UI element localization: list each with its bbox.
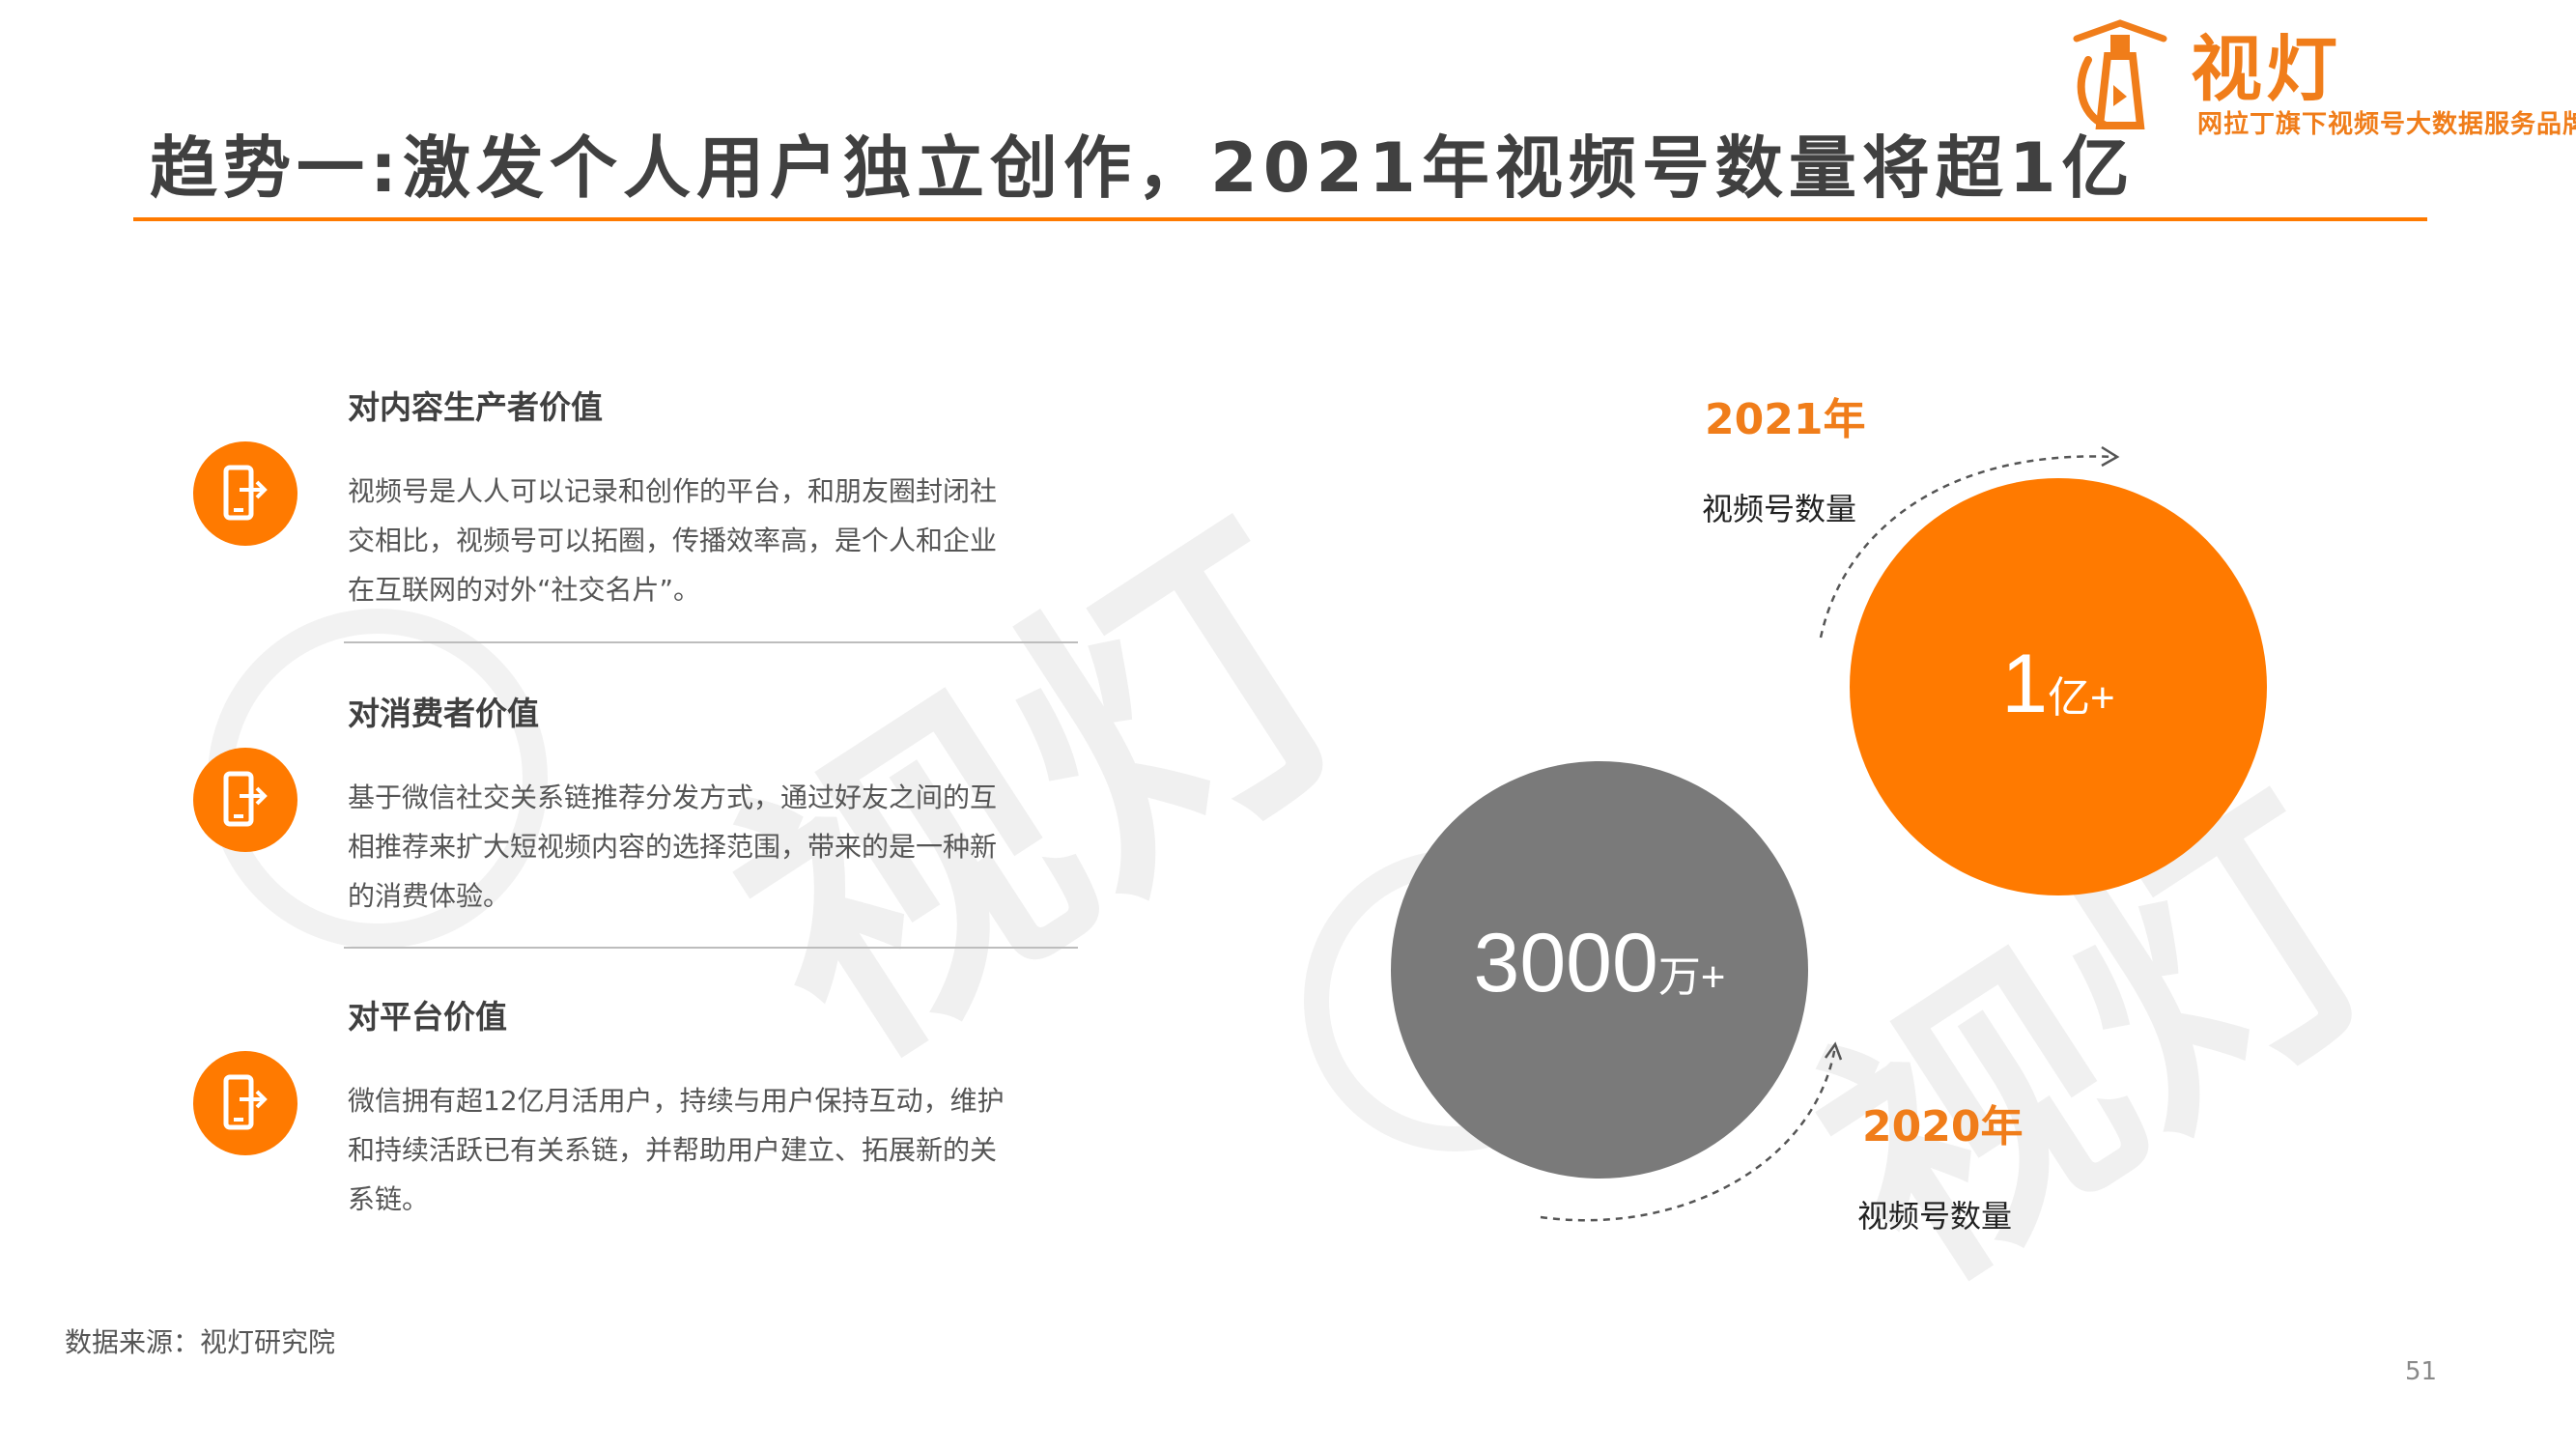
mobile-share-icon xyxy=(193,441,297,546)
data-source: 数据来源：视灯研究院 xyxy=(65,1326,336,1358)
section-heading: 对平台价值 xyxy=(348,998,507,1036)
metric-2021-label: 视频号数量 xyxy=(1702,491,1857,527)
title-divider xyxy=(133,217,2427,221)
brand-name: 视灯 xyxy=(2191,28,2341,111)
body-line: 视频号是人人可以记录和创作的平台，和朋友圈封闭社 xyxy=(348,475,998,507)
page-number: 51 xyxy=(2405,1357,2438,1386)
year-2021-label: 2021年 xyxy=(1705,395,1866,444)
section-divider xyxy=(344,641,1078,643)
body-line: 系链。 xyxy=(348,1183,430,1215)
body-line: 基于微信社交关系链推荐分发方式，通过好友之间的互 xyxy=(348,781,998,813)
value-2021: 1亿+ xyxy=(1850,637,2267,732)
body-line: 相推荐来扩大短视频内容的选择范围，带来的是一种新 xyxy=(348,831,998,863)
mobile-share-icon xyxy=(193,748,297,852)
body-line: 微信拥有超12亿月活用户，持续与用户保持互动，维护 xyxy=(348,1085,1005,1117)
growth-arc-bottom xyxy=(1540,1041,1843,1222)
circle-2021: 1亿+ xyxy=(1850,478,2267,895)
mobile-share-icon xyxy=(193,1051,297,1155)
value-number: 1 xyxy=(2001,638,2049,730)
year-2020-label: 2020年 xyxy=(1862,1102,2024,1151)
value-unit: 万+ xyxy=(1657,953,1726,1001)
value-number: 3000 xyxy=(1473,917,1658,1009)
circle-2020: 3000万+ xyxy=(1391,761,1808,1179)
body-line: 的消费体验。 xyxy=(348,880,511,912)
value-unit: 亿+ xyxy=(2048,674,2115,722)
page-title: 趋势一:激发个人用户独立创作，2021年视频号数量将超1亿 xyxy=(150,128,2136,208)
section-heading: 对内容生产者价值 xyxy=(348,388,603,426)
section-body: 视频号是人人可以记录和创作的平台，和朋友圈封闭社 交相比，视频号可以拓圈，传播效… xyxy=(348,467,1198,614)
body-line: 交相比，视频号可以拓圈，传播效率高，是个人和企业 xyxy=(348,525,998,556)
body-line: 在互联网的对外“社交名片”。 xyxy=(348,574,701,606)
section-heading: 对消费者价值 xyxy=(348,695,539,732)
value-2020: 3000万+ xyxy=(1391,916,1808,1011)
growth-arc-top xyxy=(1819,445,2120,639)
lighthouse-logo-icon xyxy=(2073,19,2167,129)
brand-slogan: 网拉丁旗下视频号大数据服务品牌 xyxy=(2197,110,2576,139)
metric-2020-label: 视频号数量 xyxy=(1857,1198,2013,1235)
section-body: 基于微信社交关系链推荐分发方式，通过好友之间的互 相推荐来扩大短视频内容的选择范… xyxy=(348,773,1198,921)
section-body: 微信拥有超12亿月活用户，持续与用户保持互动，维护 和持续活跃已有关系链，并帮助… xyxy=(348,1076,1198,1224)
body-line: 和持续活跃已有关系链，并帮助用户建立、拓展新的关 xyxy=(348,1134,998,1166)
section-divider xyxy=(344,947,1078,949)
